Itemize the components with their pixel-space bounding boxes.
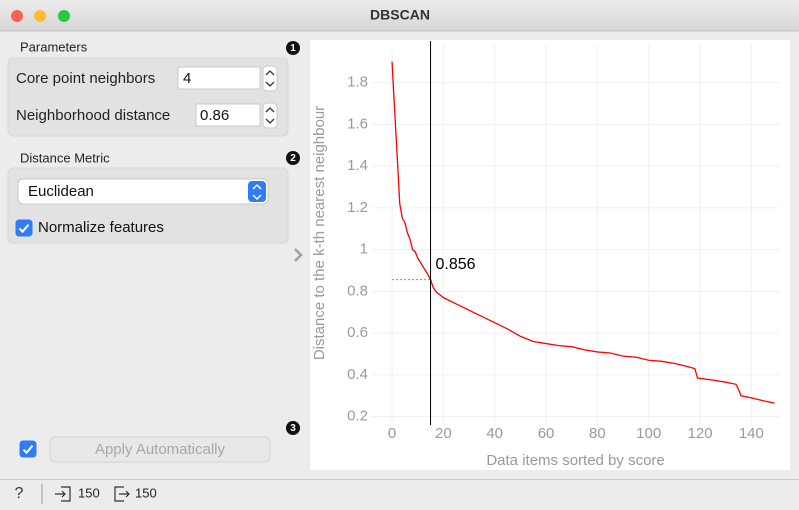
- badge-circle: [286, 421, 300, 435]
- data-line: [391, 61, 775, 404]
- output-count: 150: [135, 485, 157, 500]
- field-label: Core point neighbors: [16, 70, 155, 87]
- spinner[interactable]: [262, 102, 278, 129]
- spin-input[interactable]: [177, 66, 261, 90]
- spinner-arrows: [265, 70, 275, 87]
- badge-number: 1: [290, 43, 296, 54]
- spin-value: 0.86: [200, 107, 229, 124]
- dropdown-value: Euclidean: [28, 183, 94, 200]
- title-bar: [0, 0, 799, 31]
- x-tick-label: 20: [435, 425, 452, 442]
- output-icon: [114, 486, 130, 502]
- y-tick-label: 0.4: [347, 366, 368, 383]
- spin-value: 4: [183, 70, 191, 87]
- checkbox-box: [19, 440, 37, 458]
- y-tick-label: 0.2: [347, 408, 368, 425]
- dropdown[interactable]: [17, 178, 269, 205]
- badge-number: 3: [290, 423, 296, 434]
- collapse-arrow[interactable]: [294, 248, 303, 262]
- cutoff-label: 0.856: [436, 256, 476, 273]
- spinner-arrows: [265, 107, 275, 124]
- plot-panel: [310, 40, 790, 470]
- apply-button[interactable]: [49, 436, 271, 463]
- group-title: Parameters: [20, 39, 88, 54]
- y-tick-label: 1: [360, 241, 368, 258]
- y-axis-label: Distance to the k-th nearest neighbour: [311, 106, 328, 360]
- y-tick-label: 1.4: [347, 157, 368, 174]
- y-tick-label: 1.2: [347, 199, 368, 216]
- field-label: Neighborhood distance: [16, 107, 170, 124]
- x-tick-label: 100: [636, 425, 661, 442]
- y-tick-label: 1.8: [347, 74, 368, 91]
- x-tick-label: 80: [589, 425, 606, 442]
- minimize-button[interactable]: [34, 10, 46, 22]
- apply-label: Apply Automatically: [95, 441, 226, 458]
- checkbox-box: [15, 219, 33, 237]
- check-mark: [22, 445, 34, 455]
- check-mark: [18, 224, 30, 234]
- zoom-button[interactable]: [58, 10, 70, 22]
- close-button[interactable]: [11, 10, 23, 22]
- y-tick-label: 1.6: [347, 115, 368, 132]
- help-icon[interactable]: ?: [15, 485, 24, 502]
- x-axis-label: Data items sorted by score: [486, 452, 664, 469]
- input-icon: [55, 486, 71, 502]
- badge-circle: [286, 151, 300, 165]
- dropdown-stepper: [248, 181, 266, 202]
- window-title: DBSCAN: [370, 7, 430, 23]
- chart: 0.2 0.4 0.6 0.8 1 1.2 1.4 1.6 1.8 0 20 40 60 80 100 120…: [311, 41, 780, 469]
- spin-input[interactable]: [195, 103, 261, 127]
- checkbox-label: Normalize features: [38, 219, 164, 236]
- y-tick-label: 0.6: [347, 324, 368, 341]
- checkbox[interactable]: [19, 440, 37, 458]
- x-tick-label: 0: [388, 425, 396, 442]
- x-tick-label: 60: [538, 425, 555, 442]
- badges: 1 2 3: [286, 41, 300, 435]
- spinner[interactable]: [262, 65, 278, 92]
- stepper-arrows: [252, 183, 262, 201]
- x-tick-label: 40: [486, 425, 503, 442]
- checkbox[interactable]: [15, 219, 33, 237]
- x-tick-label: 120: [688, 425, 713, 442]
- badge-circle: [286, 41, 300, 55]
- y-tick-label: 0.8: [347, 282, 368, 299]
- input-count: 150: [78, 485, 100, 500]
- group-title: Distance Metric: [20, 150, 110, 165]
- x-tick-label: 140: [739, 425, 764, 442]
- badge-number: 2: [290, 153, 296, 164]
